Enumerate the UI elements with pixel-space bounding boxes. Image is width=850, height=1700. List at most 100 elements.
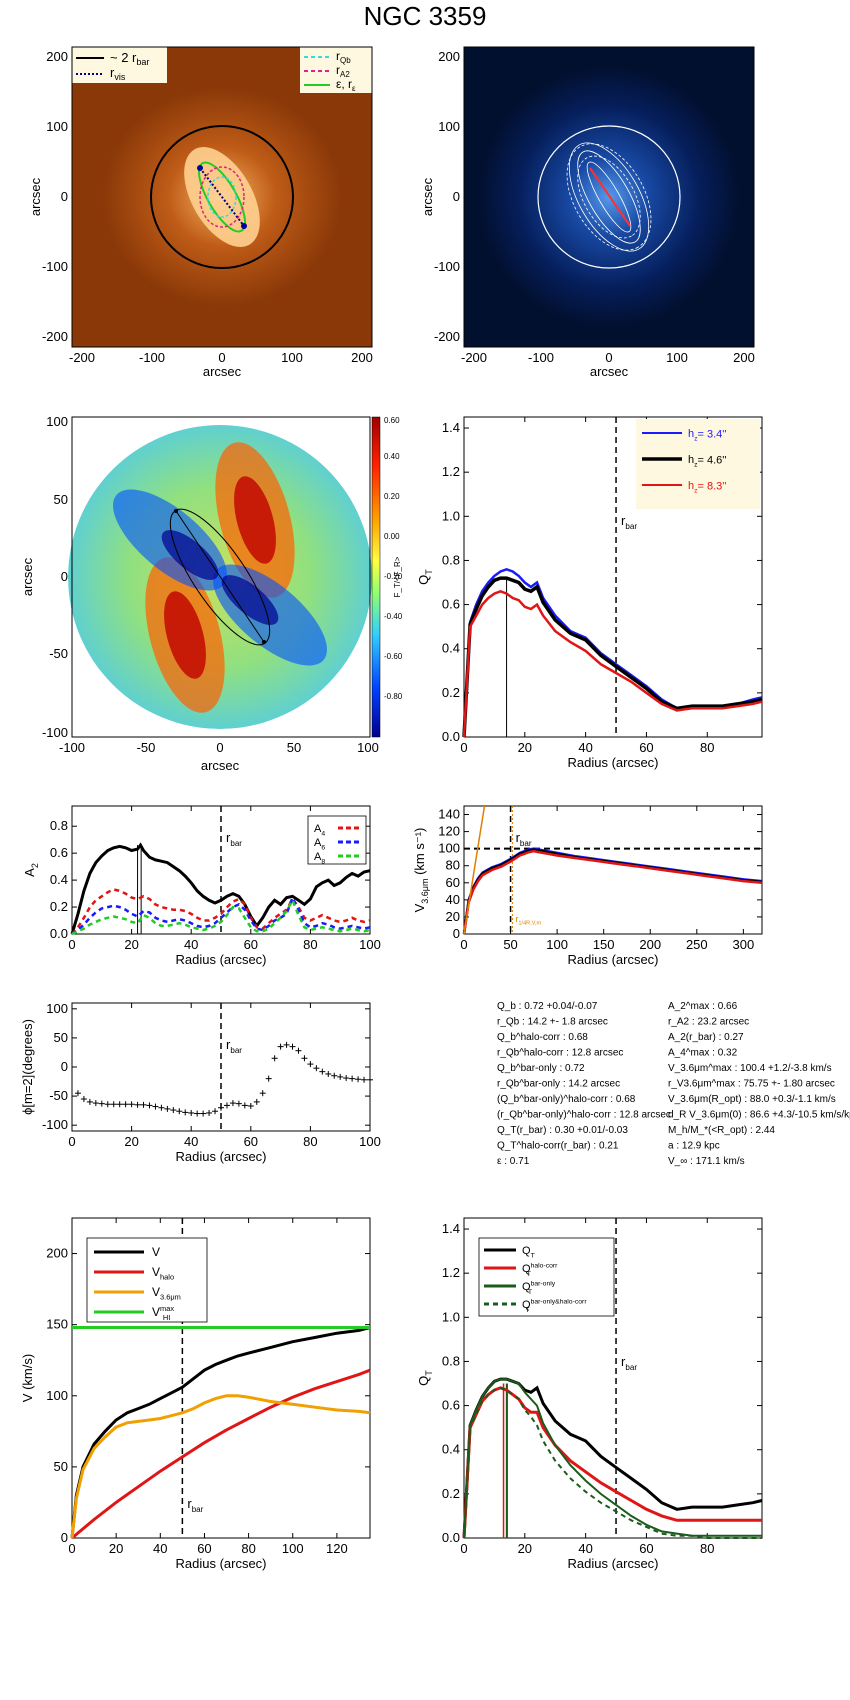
panel-fourier-amplitudes: 0 20 40 60 80 100 0.8 0.6 0.4 0.2 0.0 Radius (arcse… — [22, 805, 381, 967]
y-tick-label: -100 — [434, 259, 460, 274]
data-point — [86, 1098, 93, 1105]
data-point — [307, 1061, 314, 1068]
y-tick-label: 0.4 — [442, 1442, 460, 1457]
y-tick-label: 0.2 — [50, 899, 68, 914]
data-point — [229, 1100, 236, 1107]
data-point — [331, 1072, 338, 1079]
panel-qt-corrected: 0 20 40 60 80 1.4 1.2 1.0 0.8 0.6 0.4 0.2 0.0 Radius … — [416, 1217, 763, 1571]
y-tick-label: 0.8 — [442, 1353, 460, 1368]
legend-label: rA2 — [336, 63, 350, 79]
data-point — [92, 1100, 99, 1107]
stat-left: r_Qb : 14.2 +- 1.8 arcsec — [497, 1017, 608, 1028]
series-line — [463, 805, 486, 935]
plot-frame — [463, 46, 755, 348]
data-point — [325, 1070, 332, 1077]
panel-torque-map: 0.60 0.40 0.20 0.00 -0.20 -0.40 -0.60 -0… — [20, 414, 403, 773]
x-tick-label: 60 — [244, 937, 258, 952]
rbar-label: rbar — [621, 513, 637, 531]
two-rbar-circle — [150, 125, 294, 269]
legend-label: V — [152, 1245, 160, 1259]
plot-frame — [463, 805, 763, 935]
plot-frame — [71, 1217, 371, 1539]
x-tick-label: 80 — [303, 1134, 317, 1149]
panel-rotation-curve: 0 50 100 150 200 250 300140120100806040200Radi… — [412, 805, 763, 967]
x-tick-label: 20 — [518, 1541, 532, 1556]
y-tick-label: -100 — [42, 725, 68, 740]
stat-left: ε : 0.71 — [497, 1156, 530, 1167]
data-point — [200, 1110, 207, 1117]
colorbar-tick-label: 0.00 — [384, 532, 400, 541]
y-tick-label: -200 — [42, 329, 68, 344]
y-tick-label: -100 — [42, 259, 68, 274]
contours — [566, 142, 652, 252]
data-point — [259, 1090, 266, 1097]
bar-end-marker — [174, 509, 178, 513]
data-point — [289, 1043, 296, 1050]
legend-label: ~ 2 rbar — [110, 50, 149, 67]
rbar-label: rbar — [516, 830, 532, 848]
y-tick-label: 100 — [438, 119, 460, 134]
x-axis-label: Radius (arcsec) — [567, 952, 658, 967]
series-line — [71, 894, 371, 936]
y-tick-label: 200 — [46, 1246, 68, 1261]
panel-image-1: ~ 2 rbar rvis rQb rA2 ε, rε -200 -100 0 … — [28, 46, 373, 379]
legend-label: QT — [522, 1245, 535, 1259]
data-point — [206, 1109, 213, 1116]
plot-frame — [463, 1217, 763, 1539]
series-line — [463, 1386, 762, 1539]
legend-label: hz= 3.4'' — [688, 428, 727, 442]
series-line — [462, 849, 763, 935]
x-axis-label: Radius (arcsec) — [567, 755, 658, 770]
data-point — [170, 1107, 177, 1114]
y-tick-label: -50 — [49, 646, 68, 661]
y-tick-label: 0.4 — [50, 872, 68, 887]
legend-label: hz= 4.6'' — [688, 454, 727, 468]
y-tick-label: 1.2 — [442, 464, 460, 479]
data-point — [80, 1096, 87, 1102]
legend-label: Qbar-only T — [522, 1281, 556, 1296]
data-point — [104, 1101, 111, 1108]
y-axis-label: arcsec — [28, 177, 43, 216]
series-line — [70, 842, 371, 935]
y-tick-label: 100 — [46, 1001, 68, 1016]
stat-left: Q_b : 0.72 +0.04/-0.07 — [497, 1001, 598, 1012]
legend: hz= 3.4'' hz= 4.6'' hz= 8.3'' — [636, 419, 760, 509]
rbar-label: rbar — [621, 1354, 637, 1372]
data-point — [355, 1076, 362, 1083]
stat-right: A_4^max : 0.32 — [668, 1048, 738, 1059]
data-point — [367, 1076, 373, 1083]
stat-left: (Q_b^bar-only)^halo-corr : 0.68 — [497, 1094, 636, 1105]
panel-image-2: -200 -100 0 100 200 200 100 0 -100 -200 … — [420, 46, 755, 379]
x-axis-label: Radius (arcsec) — [175, 952, 266, 967]
y-axis-label: V3.6μm (km s⁻¹) — [412, 828, 430, 913]
data-point — [349, 1075, 356, 1082]
x-tick-label: 0 — [68, 937, 75, 952]
legend-label: rQb — [336, 49, 351, 65]
y-tick-label: 0.6 — [442, 597, 460, 612]
legend-label: A8 — [314, 851, 325, 865]
rqb-ellipse — [207, 176, 237, 218]
y-tick-label: 140 — [438, 807, 460, 822]
y-tick-label: -50 — [49, 1088, 68, 1103]
stat-right: A_2^max : 0.66 — [668, 1001, 738, 1012]
x-tick-label: 100 — [546, 937, 568, 952]
legend: V Vhalo V3.6μm Vmax HI — [86, 1237, 208, 1323]
x-axis-label: Radius (arcsec) — [175, 1556, 266, 1571]
data-point — [271, 1055, 278, 1062]
y-tick-labels: 200 100 0 -100 -200 — [42, 49, 68, 344]
x-tick-label: 100 — [281, 350, 303, 365]
y-tick-label: 1.4 — [442, 420, 460, 435]
series-line — [71, 1368, 371, 1540]
y-tick-label: 200 — [46, 49, 68, 64]
series-line — [463, 1378, 762, 1539]
legend-label: V3.6μm — [152, 1285, 181, 1302]
plot-frame — [71, 416, 371, 738]
stat-left: r_Qb^halo-corr : 12.8 arcsec — [497, 1048, 623, 1059]
data-point — [247, 1102, 254, 1109]
rbar-label: rbar — [226, 1037, 242, 1055]
x-tick-label: 20 — [124, 937, 138, 952]
colorbar-tick-label: -0.80 — [384, 692, 403, 701]
data-point — [152, 1103, 159, 1110]
x-tick-labels: -100 -50 0 50 100 — [59, 740, 379, 755]
x-tick-labels: -200 -100 0 100 200 — [461, 350, 755, 365]
